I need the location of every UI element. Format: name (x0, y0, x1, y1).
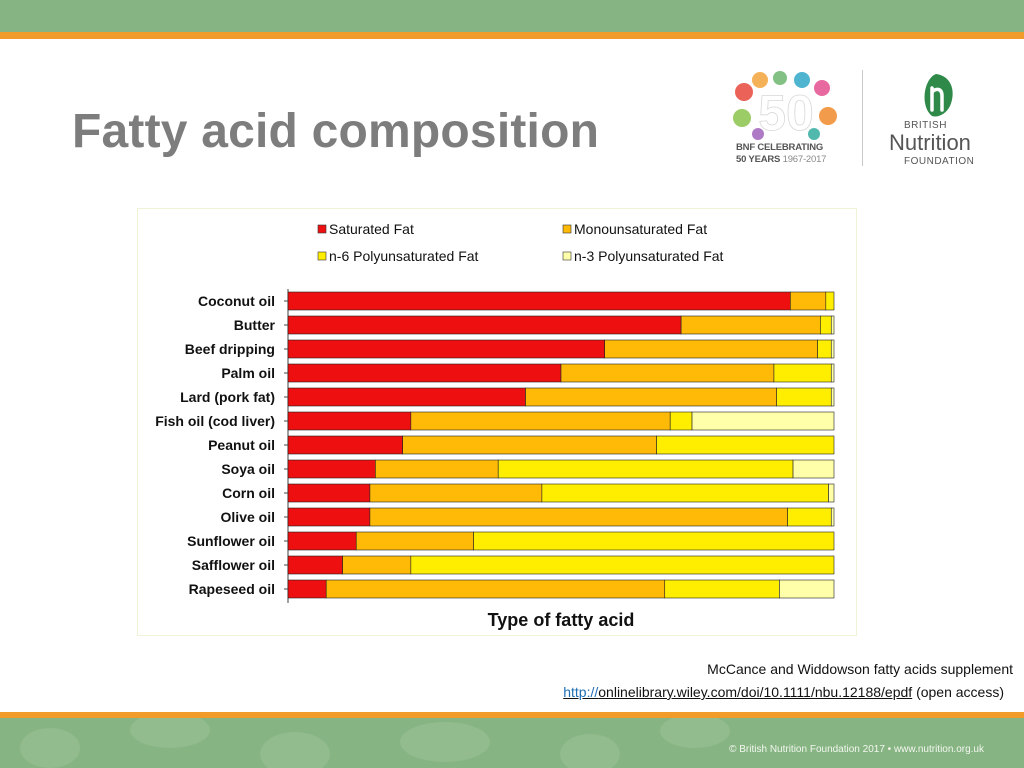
reference-link-path: onlinelibrary.wiley.com/doi/10.1111/nbu.… (598, 684, 913, 700)
bar-coconut-oil-monounsaturated-fat (790, 291, 827, 311)
reference-citation: McCance and Widdowson fatty acids supple… (707, 661, 1013, 677)
bar-fish-oil-cod-liver-saturated-fat (287, 411, 412, 431)
bar-fish-oil-cod-liver-monounsaturated-fat (410, 411, 671, 431)
category-label-butter: Butter (234, 317, 276, 333)
bar-palm-oil-monounsaturated-fat (560, 363, 775, 383)
bar-safflower-oil-saturated-fat (287, 555, 343, 575)
bar-corn-oil-saturated-fat (287, 483, 371, 503)
bar-coconut-oil-n-6-polyunsaturated-fat (825, 291, 835, 311)
category-label-rapeseed-oil: Rapeseed oil (189, 581, 275, 597)
bar-olive-oil-n-3-polyunsaturated-fat (830, 507, 835, 527)
legend-label-n-3-polyunsaturated-fat: n-3 Polyunsaturated Fat (574, 248, 724, 264)
bnf-logo-line3: FOUNDATION (904, 156, 975, 167)
bar-palm-oil-n-3-polyunsaturated-fat (830, 363, 835, 383)
bnf-leaf-icon (924, 74, 953, 117)
stacked-bar-chart: Saturated Fat Monounsaturated Fat n-6 Poly… (155, 221, 835, 630)
bar-beef-dripping-monounsaturated-fat (604, 339, 818, 359)
legend-label-n-6-polyunsaturated-fat: n-6 Polyunsaturated Fat (329, 248, 479, 264)
anniversary-caption: BNF CELEBRATING (736, 142, 824, 153)
bottom-green-band: © British Nutrition Foundation 2017 • ww… (0, 718, 1024, 768)
category-label-peanut-oil: Peanut oil (208, 437, 275, 453)
slide-title: Fatty acid composition (72, 105, 600, 158)
bnf-logo-line1: BRITISH (904, 120, 947, 131)
anniversary-years-label: 50 YEARS (736, 154, 781, 165)
category-label-beef-dripping: Beef dripping (185, 341, 275, 357)
bar-corn-oil-n-3-polyunsaturated-fat (828, 483, 835, 503)
bar-lard-pork-fat-n-3-polyunsaturated-fat (830, 387, 835, 407)
bar-rapeseed-oil-saturated-fat (287, 579, 327, 599)
bar-peanut-oil-saturated-fat (287, 435, 403, 455)
bar-peanut-oil-monounsaturated-fat (402, 435, 657, 455)
british-nutrition-foundation-logo: BRITISH Nutrition FOUNDATION (880, 70, 1000, 170)
bar-soya-oil-n-3-polyunsaturated-fat (792, 459, 835, 479)
bar-rapeseed-oil-n-6-polyunsaturated-fat (664, 579, 780, 599)
bar-corn-oil-monounsaturated-fat (369, 483, 543, 503)
bar-lard-pork-fat-n-6-polyunsaturated-fat (776, 387, 832, 407)
bar-sunflower-oil-monounsaturated-fat (355, 531, 474, 551)
category-label-safflower-oil: Safflower oil (192, 557, 275, 573)
bar-beef-dripping-saturated-fat (287, 339, 605, 359)
category-label-lard-pork-fat: Lard (pork fat) (180, 389, 275, 405)
bar-rapeseed-oil-n-3-polyunsaturated-fat (779, 579, 835, 599)
legend-swatch-saturated-fat (317, 224, 327, 234)
bar-butter-n-3-polyunsaturated-fat (830, 315, 835, 335)
legend-label-saturated-fat: Saturated Fat (329, 221, 414, 237)
anniversary-years: 50 YEARS 1967-2017 (736, 154, 856, 165)
bar-soya-oil-n-6-polyunsaturated-fat (497, 459, 794, 479)
fatty-acid-chart: Saturated Fat Monounsaturated Fat n-6 Poly… (137, 208, 857, 636)
bar-olive-oil-saturated-fat (287, 507, 371, 527)
legend-swatch-n-3-polyunsaturated-fat (562, 251, 572, 261)
category-label-olive-oil: Olive oil (221, 509, 275, 525)
bar-lard-pork-fat-saturated-fat (287, 387, 526, 407)
bar-butter-saturated-fat (287, 315, 682, 335)
bar-rapeseed-oil-monounsaturated-fat (325, 579, 666, 599)
logo-divider (862, 70, 863, 166)
reference-link-line: http://onlinelibrary.wiley.com/doi/10.11… (563, 684, 1004, 700)
category-label-corn-oil: Corn oil (222, 485, 275, 501)
reference-link[interactable]: http://onlinelibrary.wiley.com/doi/10.11… (563, 684, 912, 700)
reference-link-scheme: http:// (563, 684, 599, 700)
bar-palm-oil-saturated-fat (287, 363, 562, 383)
x-axis-title: Type of fatty acid (488, 610, 635, 630)
bar-peanut-oil-n-6-polyunsaturated-fat (656, 435, 835, 455)
anniversary-year-range: 1967-2017 (782, 154, 827, 165)
bar-beef-dripping-n-6-polyunsaturated-fat (817, 339, 832, 359)
bar-palm-oil-n-6-polyunsaturated-fat (773, 363, 832, 383)
bar-olive-oil-monounsaturated-fat (369, 507, 788, 527)
bar-butter-n-6-polyunsaturated-fat (820, 315, 832, 335)
bottom-orange-stripe (0, 712, 1024, 718)
category-label-soya-oil: Soya oil (221, 461, 275, 477)
bar-corn-oil-n-6-polyunsaturated-fat (541, 483, 829, 503)
anniversary-numeral: 50 (758, 85, 814, 141)
bar-safflower-oil-n-6-polyunsaturated-fat (410, 555, 835, 575)
bnf-50-years-logo: 50 BNF CELEBRATING 50 YEARS 1967-2017 (730, 70, 842, 170)
anniversary-emblem-icon: 50 (733, 71, 837, 141)
bar-safflower-oil-monounsaturated-fat (342, 555, 412, 575)
footer-copyright: © British Nutrition Foundation 2017 • ww… (729, 744, 984, 755)
bnf-logo-line2: Nutrition (889, 130, 971, 155)
bar-coconut-oil-saturated-fat (287, 291, 791, 311)
legend-label-monounsaturated-fat: Monounsaturated Fat (574, 221, 707, 237)
category-label-palm-oil: Palm oil (221, 365, 275, 381)
top-orange-stripe (0, 32, 1024, 39)
category-label-sunflower-oil: Sunflower oil (187, 533, 275, 549)
bar-fish-oil-cod-liver-n-3-polyunsaturated-fat (691, 411, 835, 431)
bar-sunflower-oil-n-6-polyunsaturated-fat (473, 531, 835, 551)
bar-sunflower-oil-saturated-fat (287, 531, 357, 551)
category-label-coconut-oil: Coconut oil (198, 293, 275, 309)
bar-butter-monounsaturated-fat (680, 315, 821, 335)
bar-soya-oil-saturated-fat (287, 459, 376, 479)
bar-fish-oil-cod-liver-n-6-polyunsaturated-fat (669, 411, 693, 431)
category-label-fish-oil-cod-liver: Fish oil (cod liver) (155, 413, 275, 429)
bar-beef-dripping-n-3-polyunsaturated-fat (830, 339, 835, 359)
bar-olive-oil-n-6-polyunsaturated-fat (787, 507, 832, 527)
bar-soya-oil-monounsaturated-fat (375, 459, 499, 479)
bar-lard-pork-fat-monounsaturated-fat (525, 387, 777, 407)
legend-swatch-n-6-polyunsaturated-fat (317, 251, 327, 261)
reference-note: (open access) (916, 684, 1004, 700)
legend-swatch-monounsaturated-fat (562, 224, 572, 234)
top-green-band (0, 0, 1024, 32)
